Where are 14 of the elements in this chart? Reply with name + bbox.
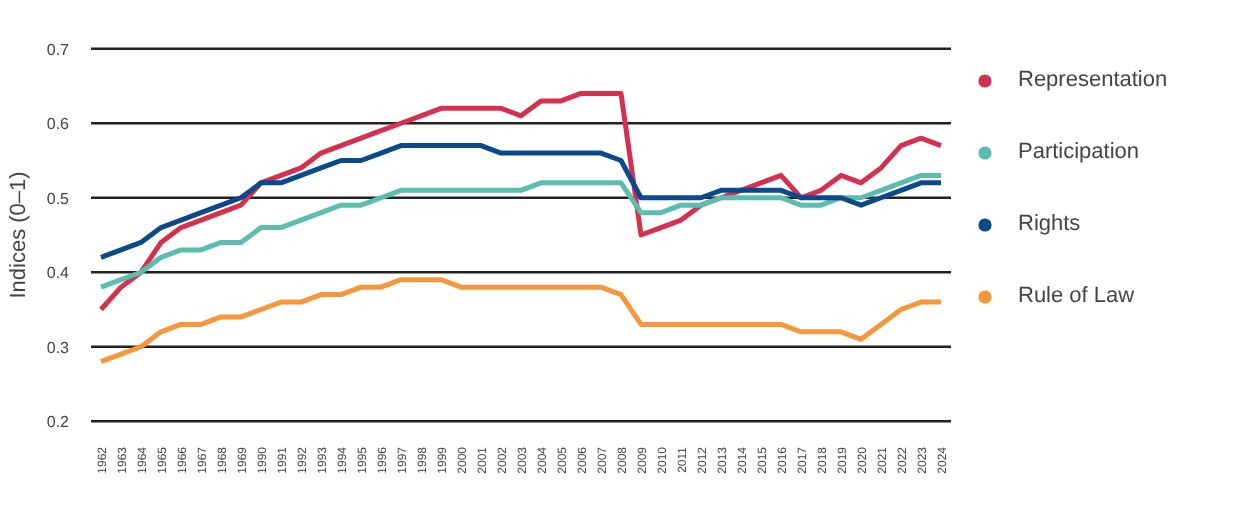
y-tick-label: 0.6 [46, 115, 71, 134]
y-tick-label: 0.2 [46, 413, 71, 432]
legend-label: Participation [1018, 140, 1140, 164]
y-tick-label: 0.7 [46, 40, 71, 59]
line-series [98, 143, 944, 260]
legend-label: Representation [1018, 68, 1168, 92]
legend-label: Rule of Law [1018, 284, 1135, 308]
line-series [98, 277, 944, 365]
y-tick-label: 0.4 [46, 264, 71, 283]
y-tick-label: 0.5 [46, 189, 71, 208]
legend-label: Rights [1018, 212, 1081, 236]
y-tick-label: 0.3 [46, 338, 71, 357]
y-axis-title: Indices (0–1) [6, 171, 31, 299]
line-series [98, 172, 944, 290]
